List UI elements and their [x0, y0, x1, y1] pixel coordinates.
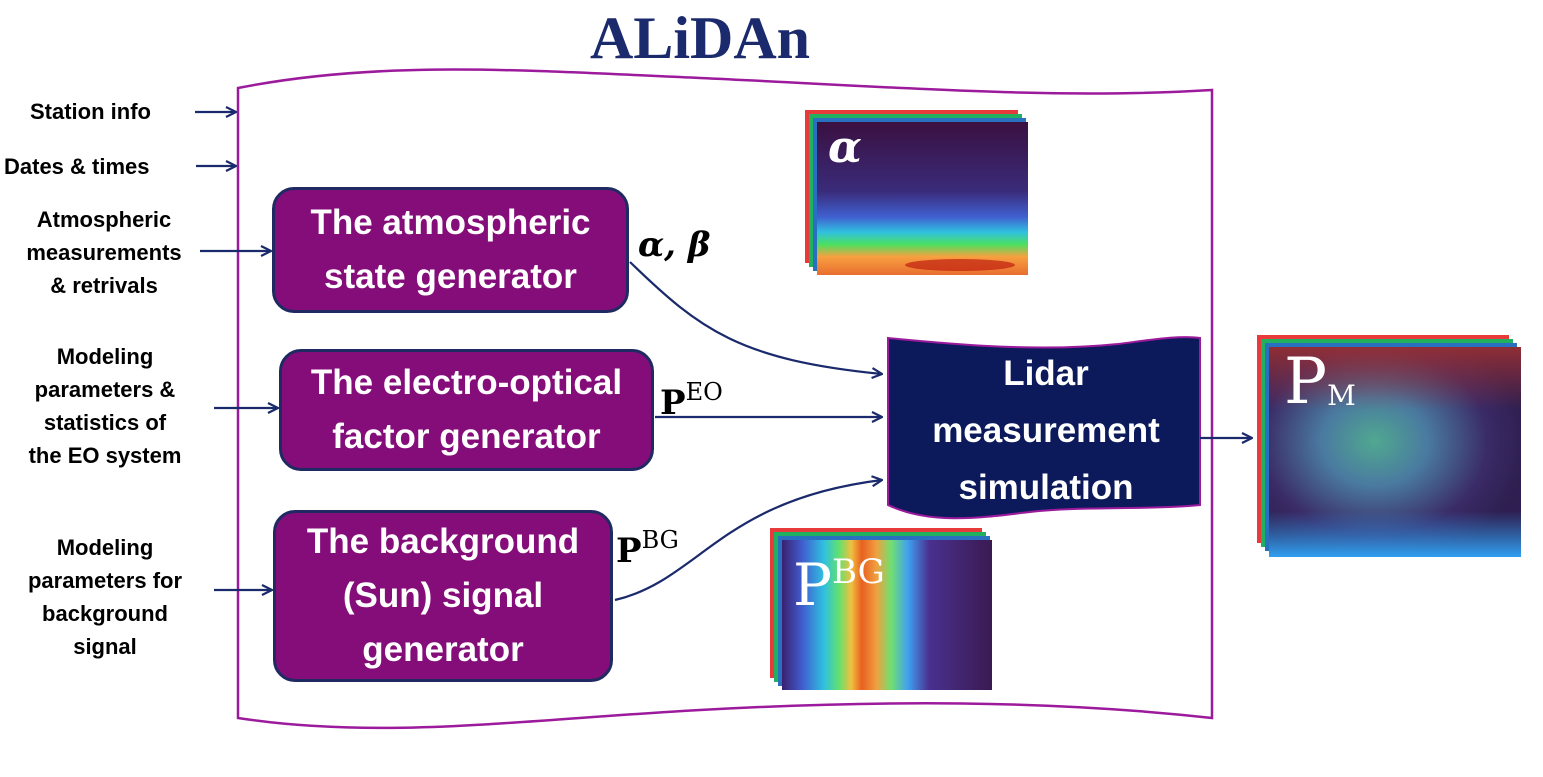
signal-p-eo-base: P [660, 383, 686, 423]
arrow-bg-to-lidar [614, 480, 882, 602]
background-image-stack [770, 528, 992, 690]
input-station-info: Station info [30, 99, 151, 124]
input-eo-params: Modeling parameters & statistics of the … [28, 344, 182, 468]
alpha-image-label: α [828, 122, 862, 173]
arrow-atmospheric-to-lidar [629, 261, 882, 374]
alpha-image-stack [805, 110, 1028, 275]
measurement-image-label-sub: M [1327, 379, 1356, 412]
diagram-title: ALiDAn [589, 5, 811, 71]
lidar-block-shape [887, 336, 1201, 520]
input-bg-params: Modeling parameters for background signa… [27, 535, 183, 659]
input-dates-times: Dates & times [4, 154, 150, 179]
signal-p-bg-sup: BG [641, 526, 679, 554]
background-image-label-sup: BG [832, 552, 885, 592]
atmospheric-state-generator: The atmospheric state generator [272, 187, 629, 313]
background-signal-generator: The background (Sun) signal generator [273, 510, 613, 682]
signal-p-bg-base: P [616, 531, 642, 571]
lidar-measurement-simulation: Lidar measurement simulation [932, 354, 1160, 507]
signal-alpha-beta: α, β [638, 225, 711, 265]
background-image-label: PBG [793, 555, 885, 614]
signal-p-eo: PEO [660, 380, 723, 420]
measurement-image-stack [1257, 335, 1521, 557]
signal-p-eo-sup: EO [685, 378, 723, 406]
measurement-image-label-base: P [1284, 345, 1328, 419]
electro-optical-factor-generator: The electro-optical factor generator [279, 349, 654, 471]
measurement-image-label: PM [1284, 350, 1356, 414]
input-atmospheric: Atmospheric measurements & retrivals [26, 207, 182, 298]
signal-p-bg: PBG [616, 528, 679, 568]
background-image-label-base: P [793, 551, 833, 619]
